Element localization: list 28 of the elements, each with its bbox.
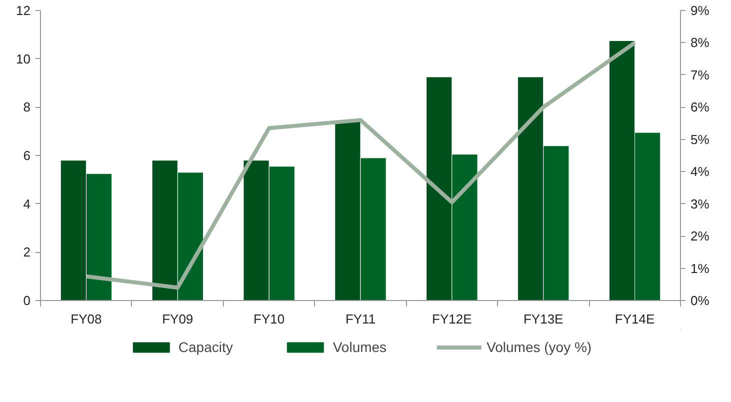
x-tick-label: FY09 <box>162 312 194 326</box>
y-tick-label: 2 <box>23 244 31 260</box>
y-tick-label: 8 <box>23 100 31 115</box>
y2-tick-label: 1% <box>690 260 710 276</box>
y2-tick-label: 3% <box>690 196 710 212</box>
y2-tick-label: 4% <box>690 164 710 180</box>
legend-label: Capacity <box>178 339 233 355</box>
x-tick-label: FY11 <box>345 312 376 326</box>
x-tick-label: FY08 <box>70 312 102 326</box>
x-tick-label: FY12E <box>432 312 472 326</box>
y2-tick-label: 5% <box>690 132 710 147</box>
y2-tick-label: 2% <box>690 228 710 244</box>
x-tick-label: FY14E <box>614 312 655 326</box>
y-tick-label: 0 <box>23 293 31 308</box>
y-tick-label: 10 <box>16 51 31 66</box>
y2-tick-label: 6% <box>690 100 710 115</box>
x-tick-label: FY13E <box>523 312 564 326</box>
legend-label: Volumes (yoy %) <box>486 339 592 355</box>
y2-tick-label: 9% <box>690 3 710 18</box>
y-tick-label: 6 <box>23 148 31 163</box>
y-tick-label: 4 <box>23 196 31 212</box>
y2-tick-label: 7% <box>690 67 710 82</box>
y2-tick-label: 0% <box>690 293 710 308</box>
x-tick-label: FY10 <box>254 312 285 326</box>
y2-tick-label: 8% <box>690 35 710 50</box>
legend-label: Volumes <box>332 339 387 355</box>
line-series <box>84 40 637 290</box>
y-tick-label: 12 <box>16 3 31 18</box>
